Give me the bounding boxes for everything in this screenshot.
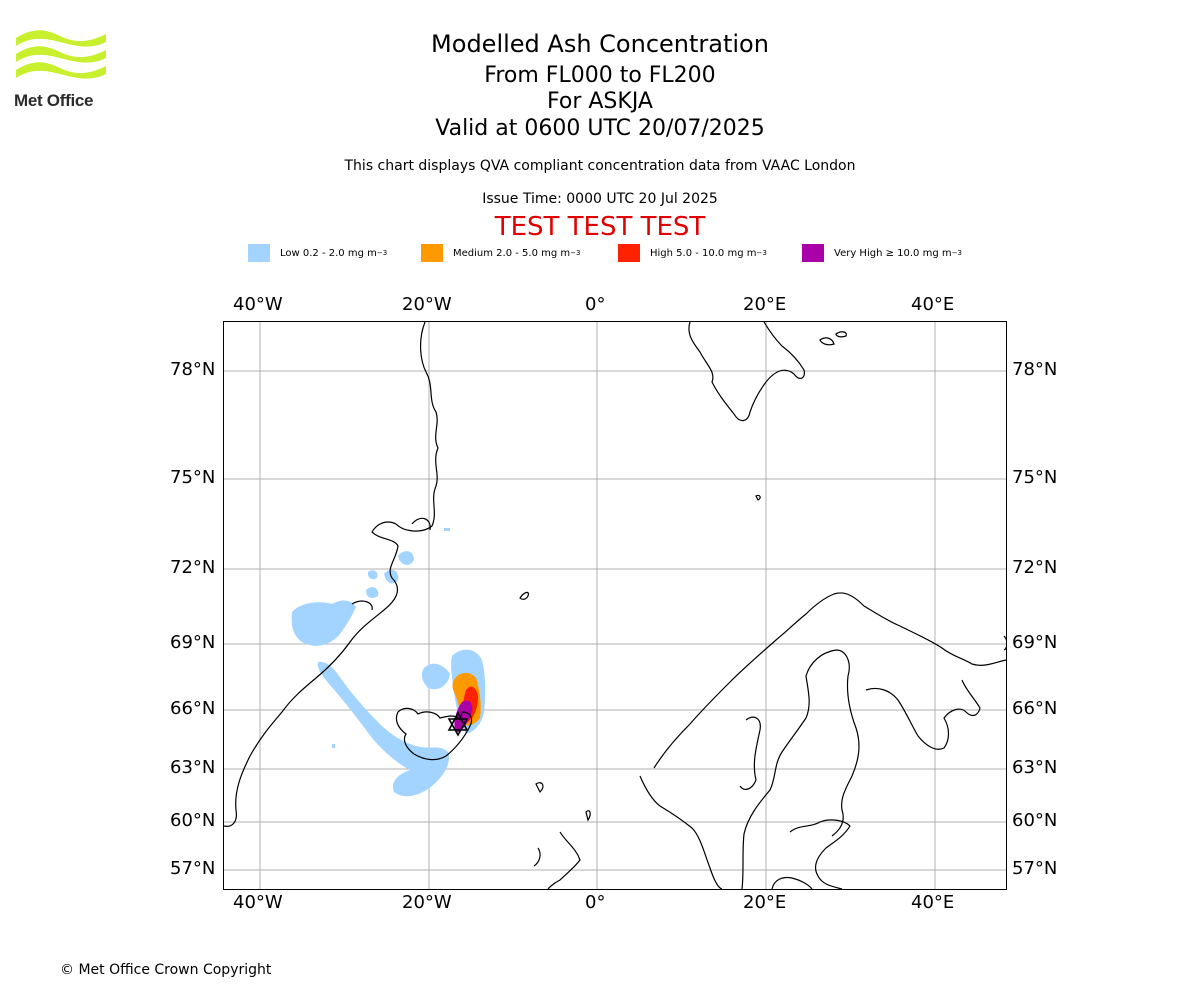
ash-map xyxy=(223,321,1007,890)
coastlines xyxy=(224,322,1006,889)
legend-item-high: High 5.0 - 10.0 mg m −3 xyxy=(618,244,767,262)
lon-tick-bottom-40e: 40°E xyxy=(911,892,955,913)
legend-label-high: High 5.0 - 10.0 mg m xyxy=(650,247,757,259)
legend-item-low: Low 0.2 - 2.0 mg m −3 xyxy=(248,244,387,262)
lat-tick-right-75n: 75°N xyxy=(1012,467,1058,488)
flight-level-range: From FL000 to FL200 xyxy=(484,63,716,88)
lon-tick-top-20e: 20°E xyxy=(743,294,787,315)
lat-tick-right-69n: 69°N xyxy=(1012,632,1058,653)
met-office-logo: Met Office xyxy=(14,28,110,114)
chart-title: Modelled Ash Concentration xyxy=(431,30,769,58)
lon-tick-top-40w: 40°W xyxy=(233,294,283,315)
lon-tick-bottom-40w: 40°W xyxy=(233,892,283,913)
lon-tick-bottom-20w: 20°W xyxy=(402,892,452,913)
met-office-waves-icon xyxy=(16,30,106,79)
askja-volcano-icon xyxy=(447,711,469,737)
legend-label-medium: Medium 2.0 - 5.0 mg m xyxy=(453,247,571,259)
lat-tick-left-72n: 72°N xyxy=(170,557,216,578)
legend-exp-high: −3 xyxy=(756,249,767,257)
lat-tick-right-78n: 78°N xyxy=(1012,359,1058,380)
lon-tick-bottom-20e: 20°E xyxy=(743,892,787,913)
logo-text: Met Office xyxy=(14,91,94,110)
test-banner: TEST TEST TEST xyxy=(494,212,706,242)
lon-tick-top-40e: 40°E xyxy=(911,294,955,315)
legend-label-low: Low 0.2 - 2.0 mg m xyxy=(280,247,377,259)
legend-swatch-very-high xyxy=(802,244,824,262)
legend-exp-low: −3 xyxy=(376,249,388,257)
lat-tick-left-78n: 78°N xyxy=(170,359,216,380)
lat-tick-left-57n: 57°N xyxy=(170,858,216,879)
lat-tick-right-63n: 63°N xyxy=(1012,757,1058,778)
concentration-legend: Low 0.2 - 2.0 mg m −3 Medium 2.0 - 5.0 mg… xyxy=(0,244,1200,264)
legend-item-very-high: Very High ≥ 10.0 mg m −3 xyxy=(802,244,962,262)
legend-swatch-low xyxy=(248,244,270,262)
lat-tick-right-60n: 60°N xyxy=(1012,810,1058,831)
map-canvas xyxy=(224,322,1006,889)
issue-time: Issue Time: 0000 UTC 20 Jul 2025 xyxy=(482,191,718,207)
volcano-name: For ASKJA xyxy=(547,89,653,114)
legend-swatch-medium xyxy=(421,244,443,262)
chart-description: This chart displays QVA compliant concen… xyxy=(344,158,856,174)
lat-tick-left-66n: 66°N xyxy=(170,698,216,719)
legend-swatch-high xyxy=(618,244,640,262)
lat-tick-left-60n: 60°N xyxy=(170,810,216,831)
legend-label-very-high: Very High ≥ 10.0 mg m xyxy=(834,247,952,259)
lat-tick-left-69n: 69°N xyxy=(170,632,216,653)
lat-tick-left-63n: 63°N xyxy=(170,757,216,778)
lon-tick-bottom-0: 0° xyxy=(585,892,606,913)
lat-tick-right-72n: 72°N xyxy=(1012,557,1058,578)
ash-very-high-area xyxy=(454,700,473,733)
legend-exp-very-high: −3 xyxy=(951,249,962,257)
lat-tick-right-57n: 57°N xyxy=(1012,858,1058,879)
legend-item-medium: Medium 2.0 - 5.0 mg m −3 xyxy=(421,244,580,262)
legend-exp-medium: −3 xyxy=(570,249,581,257)
lat-tick-left-75n: 75°N xyxy=(170,467,216,488)
lat-tick-right-66n: 66°N xyxy=(1012,698,1058,719)
valid-time: Valid at 0600 UTC 20/07/2025 xyxy=(435,116,765,141)
lon-tick-top-0: 0° xyxy=(585,294,606,315)
ash-low-areas xyxy=(291,528,486,797)
copyright-notice: © Met Office Crown Copyright xyxy=(60,962,272,978)
lon-tick-top-20w: 20°W xyxy=(402,294,452,315)
